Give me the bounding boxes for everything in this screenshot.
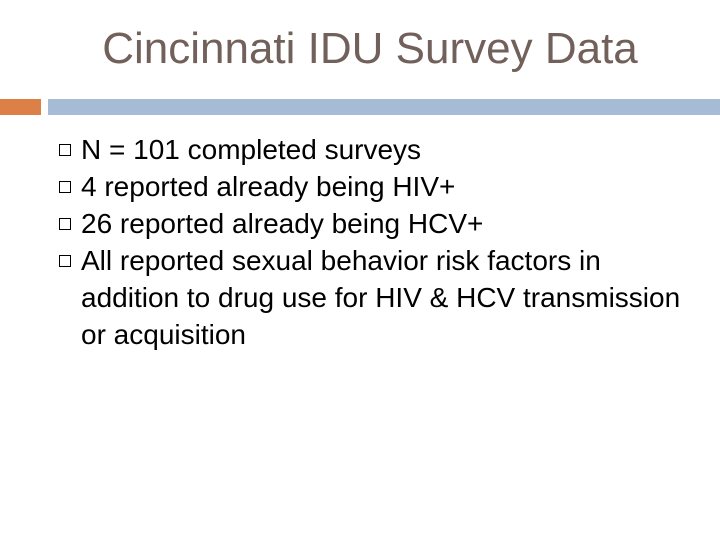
bullet-text: N = 101 completed surveys (81, 134, 422, 165)
bullet-text: 26 reported already being HCV+ (81, 208, 484, 239)
title-rule-bar (48, 99, 720, 115)
title-accent-bar (0, 99, 41, 115)
bullet-text: 4 reported already being HIV+ (81, 171, 456, 202)
square-bullet-icon (59, 218, 71, 230)
bullet-item: All reported sexual behavior risk factor… (0, 242, 720, 353)
square-bullet-icon (59, 181, 71, 193)
bullet-list: N = 101 completed surveys 4 reported alr… (0, 131, 720, 353)
bullet-item: N = 101 completed surveys (0, 131, 720, 168)
bullet-item: 4 reported already being HIV+ (0, 168, 720, 205)
bullet-item: 26 reported already being HCV+ (0, 205, 720, 242)
square-bullet-icon (59, 144, 71, 156)
bullet-text: All reported sexual behavior risk factor… (81, 245, 681, 350)
square-bullet-icon (59, 255, 71, 267)
slide-title: Cincinnati IDU Survey Data (102, 24, 638, 73)
